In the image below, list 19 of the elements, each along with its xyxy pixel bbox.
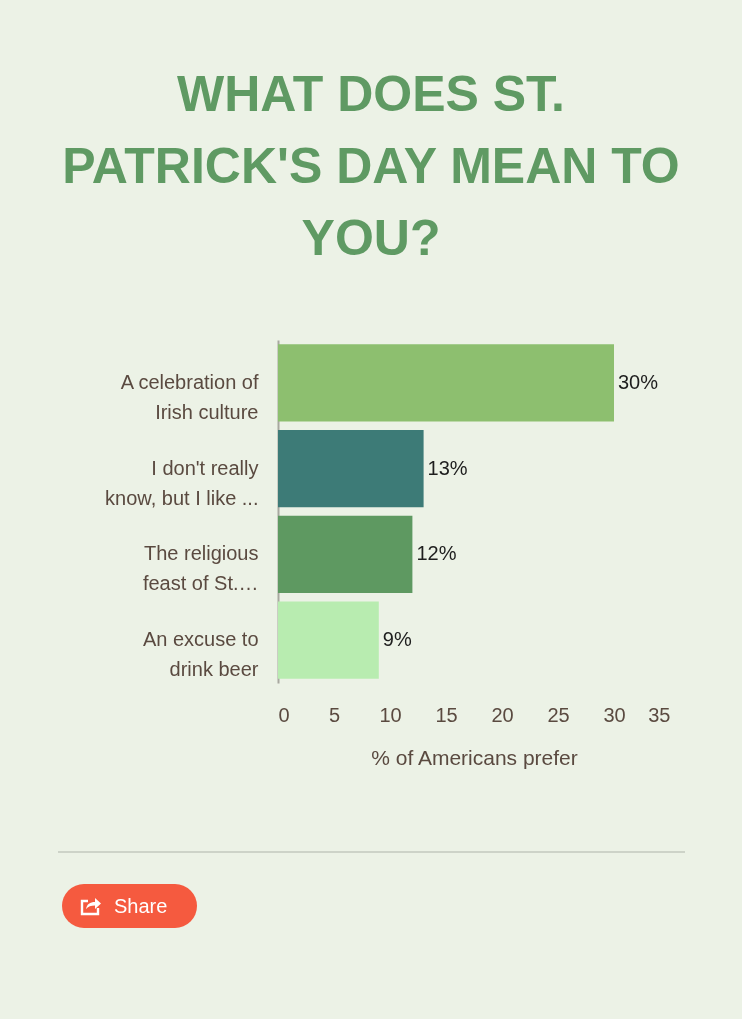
- chart-title: WHAT DOES ST. PATRICK'S DAY MEAN TO YOU?: [61, 65, 681, 268]
- y-tick-label: A celebration of Irish culture: [120, 370, 259, 423]
- data-label: 13%: [427, 456, 468, 479]
- share-button: Share: [62, 884, 198, 928]
- data-label: 9%: [382, 628, 412, 651]
- data-label: 30%: [618, 370, 659, 393]
- x-tick-label: 0: [278, 703, 290, 726]
- x-tick-label: 25: [547, 703, 570, 726]
- x-tick-label: 5: [328, 703, 341, 726]
- x-axis-title: % of Americans prefer: [371, 745, 578, 769]
- y-tick-label: An excuse to drink beer: [142, 628, 259, 681]
- x-tick-label: 30: [603, 703, 626, 726]
- x-tick-label: 20: [491, 703, 514, 726]
- y-tick-label: The religious feast of St.…: [142, 542, 259, 595]
- x-tick-label: 15: [435, 703, 458, 726]
- data-label: 12%: [416, 542, 457, 565]
- x-tick-label: 35: [648, 703, 671, 726]
- x-tick-label: 10: [379, 703, 402, 726]
- y-tick-label: I don't really know, but I like ...: [105, 456, 259, 509]
